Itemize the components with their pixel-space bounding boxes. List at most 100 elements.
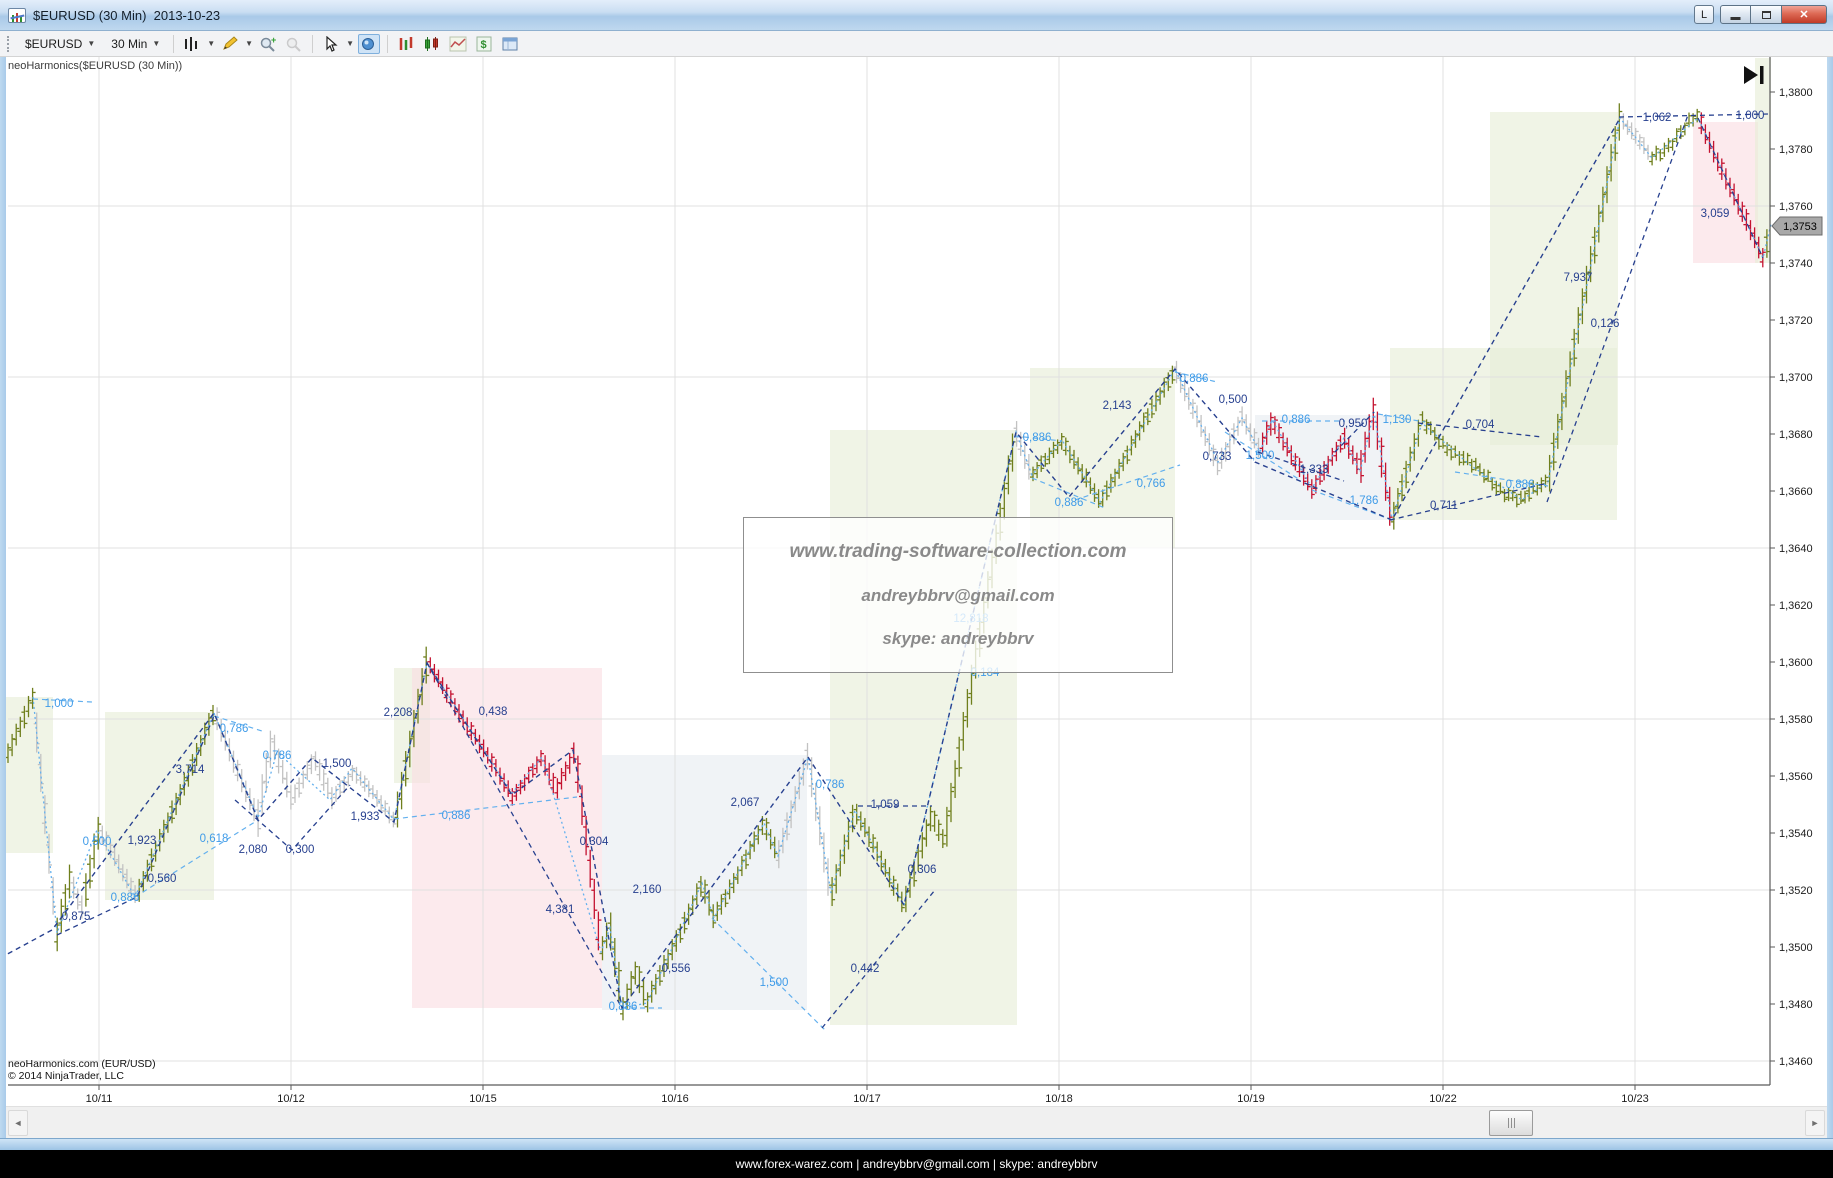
svg-text:1,3480: 1,3480 xyxy=(1779,999,1813,1011)
interval-dropdown[interactable]: 30 Min ▼ xyxy=(105,35,166,53)
dollar-icon[interactable]: $ xyxy=(473,34,495,54)
svg-text:2,160: 2,160 xyxy=(633,884,662,896)
svg-text:1,923: 1,923 xyxy=(128,835,157,847)
time-axis[interactable]: 10/11 10/12 10/15 10/16 10/17 10/18 10/19 10/22… xyxy=(8,1084,1770,1105)
zoom-in-icon[interactable]: + xyxy=(257,34,279,54)
title-bar[interactable]: $EURUSD (30 Min) 2013-10-23 L ▬ ✕ xyxy=(0,0,1833,31)
svg-text:1,3500: 1,3500 xyxy=(1779,942,1813,954)
svg-text:0,733: 0,733 xyxy=(1203,451,1232,463)
drawing-pencil-icon[interactable] xyxy=(219,34,241,54)
svg-text:4,381: 4,381 xyxy=(546,904,575,916)
svg-text:0,886: 0,886 xyxy=(1506,479,1535,491)
svg-text:0,438: 0,438 xyxy=(479,706,508,718)
svg-text:0,618: 0,618 xyxy=(200,833,229,845)
svg-text:0,300: 0,300 xyxy=(286,844,315,856)
chart-branding: neoHarmonics.com (EUR/USD) © 2014 NinjaT… xyxy=(8,1058,156,1082)
instrument-label: $EURUSD xyxy=(25,36,83,51)
watermark-line-3: skype: andreybbrv xyxy=(882,629,1034,648)
svg-text:1,000: 1,000 xyxy=(45,698,74,710)
svg-text:1,333: 1,333 xyxy=(1300,464,1329,476)
candle-style-icon[interactable] xyxy=(421,34,443,54)
harmonic-ratio-labels-light: 1,000 0,500 0,886 0,618 0,786 0,786 0,886 0,886… xyxy=(45,373,1535,1013)
svg-text:0,886: 0,886 xyxy=(609,1001,638,1013)
close-button[interactable]: ✕ xyxy=(1782,5,1827,24)
go-to-last-bar-icon[interactable] xyxy=(1744,66,1764,84)
svg-text:0,886: 0,886 xyxy=(111,892,140,904)
watermark-line-1: www.trading-software-collection.com xyxy=(789,541,1127,562)
last-price-badge: 1,3753 xyxy=(1771,216,1823,236)
svg-text:1,3800: 1,3800 xyxy=(1779,87,1813,99)
svg-text:$: $ xyxy=(481,39,487,51)
toolbar-separator xyxy=(312,34,314,53)
light-zigzag-lines xyxy=(32,116,1772,1031)
toolbar-grip[interactable] xyxy=(7,35,12,52)
chevron-down-icon: ▼ xyxy=(87,39,96,48)
svg-text:1,786: 1,786 xyxy=(1350,495,1379,507)
svg-text:0,560: 0,560 xyxy=(148,873,177,885)
svg-text:0,886: 0,886 xyxy=(1180,373,1209,385)
maximize-button[interactable] xyxy=(1751,5,1782,24)
bar-style-icon[interactable] xyxy=(395,34,417,54)
gridlines xyxy=(8,57,1770,1085)
window-border-bottom xyxy=(0,1138,1833,1150)
chart-app-icon xyxy=(8,7,26,23)
data-box-icon[interactable] xyxy=(358,33,380,54)
scroll-right-button[interactable]: ► xyxy=(1805,1110,1825,1136)
svg-text:1,130: 1,130 xyxy=(1383,414,1412,426)
svg-text:0,556: 0,556 xyxy=(662,963,691,975)
interval-label: 30 Min xyxy=(111,36,148,51)
chevron-down-icon[interactable]: ▼ xyxy=(207,39,216,48)
svg-text:0,126: 0,126 xyxy=(1591,318,1620,330)
svg-text:1,3680: 1,3680 xyxy=(1779,429,1813,441)
zoom-out-icon[interactable] xyxy=(283,34,305,54)
price-axis[interactable]: 1,3460 1,3480 1,3500 1,3520 1,3540 1,3560 1,35… xyxy=(1769,57,1813,1085)
chevron-down-icon[interactable]: ▼ xyxy=(346,39,354,48)
svg-text:0,786: 0,786 xyxy=(816,779,845,791)
svg-text:0,786: 0,786 xyxy=(263,750,292,762)
cursor-icon[interactable] xyxy=(320,34,342,54)
svg-text:3,059: 3,059 xyxy=(1701,208,1730,220)
interval-selector-icon[interactable] xyxy=(181,34,203,54)
svg-text:1,3520: 1,3520 xyxy=(1779,885,1813,897)
horizontal-scrollbar[interactable]: ◄ ► xyxy=(6,1106,1827,1138)
svg-text:1,3780: 1,3780 xyxy=(1779,144,1813,156)
svg-text:10/22: 10/22 xyxy=(1429,1093,1457,1105)
toolbar-separator xyxy=(173,34,175,53)
svg-text:10/19: 10/19 xyxy=(1237,1093,1265,1105)
properties-icon[interactable] xyxy=(499,34,521,54)
svg-text:10/17: 10/17 xyxy=(853,1093,881,1105)
footer-text: www.forex-warez.com | andreybbrv@gmail.c… xyxy=(735,1157,1098,1171)
window-border-left xyxy=(0,31,6,1150)
svg-text:0,786: 0,786 xyxy=(220,723,249,735)
svg-text:1,3700: 1,3700 xyxy=(1779,372,1813,384)
scroll-left-button[interactable]: ◄ xyxy=(8,1110,28,1136)
svg-text:0,766: 0,766 xyxy=(1137,478,1166,490)
svg-text:1,3760: 1,3760 xyxy=(1779,201,1813,213)
svg-text:2,067: 2,067 xyxy=(731,797,760,809)
watermark-box: www.trading-software-collection.com andr… xyxy=(743,517,1173,673)
harmonic-ratio-labels-dark: 0,875 1,923 3,714 0,560 2,080 0,300 1,500 1,933… xyxy=(62,110,1765,975)
svg-text:1,3600: 1,3600 xyxy=(1779,657,1813,669)
indicator-label: neoHarmonics($EURUSD (30 Min)) xyxy=(8,60,183,72)
svg-text:1,3560: 1,3560 xyxy=(1779,771,1813,783)
line-style-icon[interactable] xyxy=(447,34,469,54)
svg-text:10/12: 10/12 xyxy=(277,1093,305,1105)
svg-text:1,3540: 1,3540 xyxy=(1779,828,1813,840)
svg-text:2,080: 2,080 xyxy=(239,844,268,856)
minimize-button[interactable]: ▬ xyxy=(1720,5,1751,24)
svg-text:0,306: 0,306 xyxy=(908,864,937,876)
scrollbar-thumb[interactable] xyxy=(1489,1110,1533,1136)
svg-text:0,304: 0,304 xyxy=(580,836,609,848)
window-border-right xyxy=(1827,31,1833,1150)
svg-text:7,937: 7,937 xyxy=(1564,272,1593,284)
svg-text:1,500: 1,500 xyxy=(323,758,352,770)
svg-text:1,500: 1,500 xyxy=(1246,450,1275,462)
chevron-down-icon[interactable]: ▼ xyxy=(245,39,254,48)
instrument-dropdown[interactable]: $EURUSD ▼ xyxy=(19,35,101,53)
branding-line-1: neoHarmonics.com (EUR/USD) xyxy=(8,1058,156,1070)
svg-text:10/11: 10/11 xyxy=(86,1093,113,1105)
window-title: $EURUSD (30 Min) 2013-10-23 xyxy=(33,7,221,23)
link-button[interactable]: L xyxy=(1694,5,1714,24)
svg-text:1,3720: 1,3720 xyxy=(1779,315,1813,327)
